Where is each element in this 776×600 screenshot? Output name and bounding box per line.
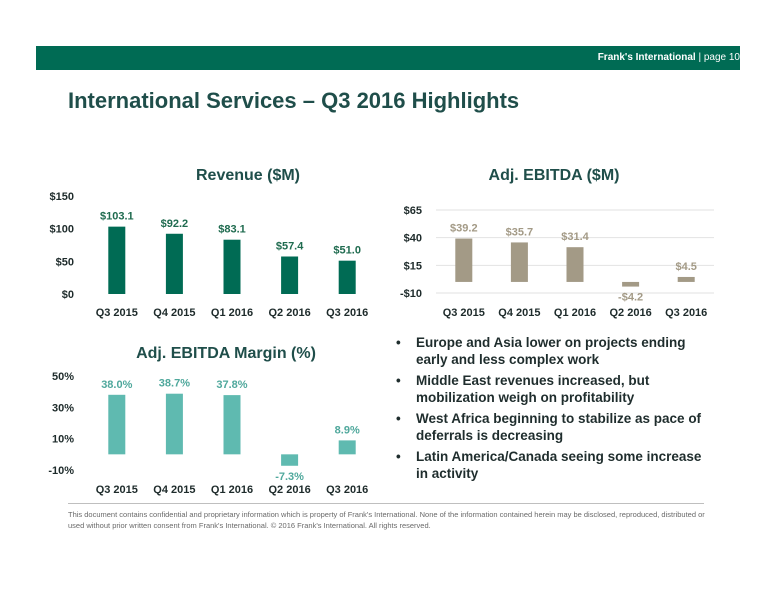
revenue-bar (338, 260, 356, 294)
page-number: page 10 (703, 52, 740, 63)
margin-data-label: 38.0% (101, 379, 132, 391)
revenue-bar (165, 233, 183, 294)
margin-x-tick-label: Q2 2016 (268, 484, 310, 496)
revenue-x-tick-label: Q3 2015 (96, 307, 138, 319)
ebitda-data-label: $35.7 (506, 226, 534, 238)
revenue-x-tick-label: Q3 2016 (326, 307, 368, 319)
ebitda-x-tick-label: Q1 2016 (554, 307, 596, 319)
margin-y-tick-label: 30% (52, 402, 74, 414)
revenue-x-tick-label: Q4 2015 (153, 307, 195, 319)
margin-bar (281, 454, 299, 466)
brand-separator: | (698, 52, 702, 63)
revenue-bar (223, 239, 241, 294)
ebitda-y-tick-label: -$10 (400, 288, 422, 300)
revenue-x-tick-label: Q1 2016 (211, 307, 253, 319)
bullet-dot: • (396, 449, 401, 464)
revenue-data-label: $51.0 (333, 245, 361, 257)
margin-data-label: 38.7% (159, 378, 190, 390)
margin-bar (108, 394, 126, 455)
ebitda-x-tick-label: Q4 2015 (498, 307, 540, 319)
ebitda-x-tick-label: Q3 2015 (443, 307, 485, 319)
margin-x-tick-label: Q3 2016 (326, 484, 368, 496)
margin-data-label: 37.8% (216, 379, 247, 391)
bullet-item: • Latin America/Canada seeing some increa… (394, 448, 714, 482)
margin-y-tick-label: 50% (52, 371, 74, 383)
ebitda-chart: Adj. EBITDA ($M) -$10 $15 $40 $65 $39.2 Q3 201… (400, 167, 714, 319)
margin-bar (338, 440, 356, 455)
ebitda-data-label: -$4.2 (618, 292, 643, 304)
disclaimer-text: This document contains confidential and … (68, 510, 705, 530)
bullet-text: Latin America/Canada seeing some increas… (416, 449, 702, 481)
header-brand: Frank's International | page 10 (598, 52, 740, 63)
revenue-y-tick-label: $0 (62, 289, 74, 301)
bullet-dot: • (396, 373, 401, 388)
bullet-text: West Africa beginning to stabilize as pa… (416, 411, 702, 443)
ebitda-bar (566, 247, 584, 282)
ebitda-data-label: $4.5 (675, 261, 696, 273)
margin-data-label: -7.3% (275, 471, 304, 483)
ebitda-bar (455, 238, 473, 282)
revenue-chart-title: Revenue ($M) (196, 167, 300, 184)
margin-bar (165, 393, 183, 455)
revenue-data-label: $103.1 (100, 211, 134, 223)
bullet-text: Europe and Asia lower on projects ending… (416, 335, 686, 367)
margin-chart-title: Adj. EBITDA Margin (%) (136, 345, 316, 362)
ebitda-y-tick-label: $15 (404, 260, 422, 272)
ebitda-bar (677, 276, 695, 282)
bullet-item: • Europe and Asia lower on projects endin… (394, 334, 714, 368)
revenue-data-label: $92.2 (161, 218, 189, 230)
bullet-item: • Middle East revenues increased, but mob… (394, 372, 714, 406)
margin-bar (223, 395, 241, 455)
margin-y-tick-label: -10% (48, 465, 74, 477)
ebitda-chart-title: Adj. EBITDA ($M) (489, 167, 620, 184)
ebitda-data-label: $39.2 (450, 223, 478, 235)
ebitda-x-tick-label: Q3 2016 (665, 307, 707, 319)
margin-data-label: 8.9% (335, 424, 360, 436)
revenue-chart: Revenue ($M) $0 $50 $100 $150 $103.1 Q3 2015 $9… (50, 167, 369, 319)
header-bar (36, 46, 740, 70)
bullet-text: Middle East revenues increased, but mobi… (416, 373, 650, 405)
ebitda-bar (622, 281, 640, 287)
brand-name: Frank's International (597, 52, 696, 63)
margin-x-tick-label: Q3 2015 (96, 484, 138, 496)
revenue-x-tick-label: Q2 2016 (268, 307, 310, 319)
footer-divider (68, 503, 704, 504)
revenue-y-tick-label: $150 (50, 191, 74, 203)
revenue-y-tick-label: $100 (50, 224, 74, 236)
revenue-data-label: $57.4 (276, 240, 304, 252)
margin-x-tick-label: Q1 2016 (211, 484, 253, 496)
bullet-dot: • (396, 335, 401, 350)
ebitda-bar (510, 242, 528, 282)
ebitda-y-tick-label: $40 (404, 233, 422, 245)
highlights-list: • Europe and Asia lower on projects endin… (394, 334, 714, 486)
ebitda-data-label: $31.4 (561, 231, 589, 243)
revenue-data-label: $83.1 (218, 224, 246, 236)
ebitda-x-tick-label: Q2 2016 (609, 307, 651, 319)
bullet-dot: • (396, 411, 401, 426)
margin-x-tick-label: Q4 2015 (153, 484, 195, 496)
margin-y-tick-label: 10% (52, 434, 74, 446)
ebitda-y-tick-label: $65 (404, 205, 422, 217)
revenue-y-tick-label: $50 (56, 256, 74, 268)
revenue-bar (108, 226, 126, 294)
revenue-bar (281, 256, 299, 294)
bullet-item: • West Africa beginning to stabilize as p… (394, 410, 714, 444)
page-title: International Services – Q3 2016 Highlig… (68, 88, 520, 113)
margin-chart: Adj. EBITDA Margin (%) -10% 10% 30% 50% 38.0%… (48, 345, 368, 496)
